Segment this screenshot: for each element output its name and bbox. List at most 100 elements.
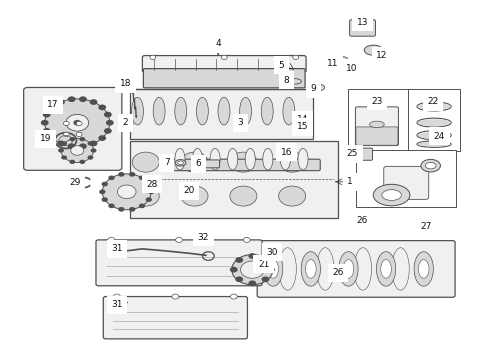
Ellipse shape xyxy=(414,252,433,286)
Circle shape xyxy=(57,99,65,105)
Circle shape xyxy=(102,174,151,210)
Circle shape xyxy=(118,185,136,199)
Ellipse shape xyxy=(417,103,451,110)
Ellipse shape xyxy=(305,260,316,278)
Circle shape xyxy=(235,276,243,282)
Circle shape xyxy=(175,237,182,242)
FancyBboxPatch shape xyxy=(197,160,220,168)
Ellipse shape xyxy=(317,248,334,290)
Ellipse shape xyxy=(425,162,436,169)
Ellipse shape xyxy=(337,57,348,63)
Circle shape xyxy=(79,137,85,141)
Text: 28: 28 xyxy=(147,180,158,189)
Circle shape xyxy=(90,99,98,105)
Ellipse shape xyxy=(343,260,354,278)
Circle shape xyxy=(88,156,94,159)
Text: 27: 27 xyxy=(420,222,432,231)
Ellipse shape xyxy=(373,184,410,206)
Text: 17: 17 xyxy=(47,100,59,109)
Circle shape xyxy=(262,276,270,282)
Text: 32: 32 xyxy=(198,233,209,242)
Circle shape xyxy=(45,99,110,147)
Circle shape xyxy=(262,257,270,263)
Circle shape xyxy=(118,172,124,177)
Circle shape xyxy=(139,203,145,208)
Circle shape xyxy=(49,135,56,141)
Text: 9: 9 xyxy=(311,84,316,93)
Circle shape xyxy=(139,175,145,180)
Circle shape xyxy=(248,280,256,286)
Ellipse shape xyxy=(131,97,144,125)
Circle shape xyxy=(74,120,81,126)
Circle shape xyxy=(69,137,75,141)
Text: 12: 12 xyxy=(376,51,388,60)
Text: 29: 29 xyxy=(69,178,81,187)
Circle shape xyxy=(43,112,50,117)
Circle shape xyxy=(90,140,98,146)
Circle shape xyxy=(57,140,65,146)
Text: 7: 7 xyxy=(164,158,170,167)
Circle shape xyxy=(108,237,115,242)
Circle shape xyxy=(63,132,69,136)
FancyBboxPatch shape xyxy=(130,140,338,218)
Circle shape xyxy=(63,121,69,126)
Circle shape xyxy=(150,55,156,59)
Circle shape xyxy=(118,207,124,212)
Circle shape xyxy=(58,148,64,153)
Circle shape xyxy=(61,141,67,145)
Ellipse shape xyxy=(339,252,358,286)
Text: 13: 13 xyxy=(357,18,368,27)
Text: 16: 16 xyxy=(281,148,292,157)
Ellipse shape xyxy=(382,190,401,201)
Circle shape xyxy=(68,96,75,102)
Circle shape xyxy=(129,207,135,212)
Ellipse shape xyxy=(245,148,255,170)
Circle shape xyxy=(114,294,121,299)
Text: 22: 22 xyxy=(427,97,439,106)
Text: 10: 10 xyxy=(346,64,357,73)
Ellipse shape xyxy=(289,79,301,84)
Circle shape xyxy=(98,104,106,110)
FancyBboxPatch shape xyxy=(355,107,398,145)
Text: 31: 31 xyxy=(111,244,122,253)
Ellipse shape xyxy=(283,97,295,125)
FancyBboxPatch shape xyxy=(96,240,262,286)
Ellipse shape xyxy=(392,248,409,290)
Circle shape xyxy=(293,55,298,59)
Circle shape xyxy=(108,203,115,208)
Circle shape xyxy=(88,141,94,145)
Circle shape xyxy=(79,96,87,102)
Ellipse shape xyxy=(177,161,183,165)
Circle shape xyxy=(79,160,85,164)
Ellipse shape xyxy=(230,152,257,172)
Text: 1: 1 xyxy=(347,177,353,186)
Circle shape xyxy=(235,257,243,263)
Ellipse shape xyxy=(175,159,186,166)
Circle shape xyxy=(148,189,154,194)
Ellipse shape xyxy=(181,152,208,172)
FancyBboxPatch shape xyxy=(356,127,398,145)
Circle shape xyxy=(248,253,256,259)
Text: 24: 24 xyxy=(434,132,445,141)
Circle shape xyxy=(106,120,114,126)
Circle shape xyxy=(43,128,50,134)
Text: 18: 18 xyxy=(120,80,131,89)
Ellipse shape xyxy=(297,118,303,121)
Circle shape xyxy=(345,61,355,68)
Text: 8: 8 xyxy=(284,76,290,85)
Ellipse shape xyxy=(153,97,165,125)
FancyBboxPatch shape xyxy=(356,150,456,207)
Circle shape xyxy=(172,294,179,299)
FancyBboxPatch shape xyxy=(408,89,461,151)
Ellipse shape xyxy=(218,97,230,125)
Ellipse shape xyxy=(193,148,202,170)
Ellipse shape xyxy=(230,186,257,206)
Circle shape xyxy=(49,104,56,110)
Ellipse shape xyxy=(240,97,251,125)
Ellipse shape xyxy=(279,248,296,290)
Text: 30: 30 xyxy=(266,248,278,257)
Text: 11: 11 xyxy=(327,59,339,68)
Ellipse shape xyxy=(263,148,273,170)
Circle shape xyxy=(104,112,112,117)
FancyBboxPatch shape xyxy=(350,148,372,160)
